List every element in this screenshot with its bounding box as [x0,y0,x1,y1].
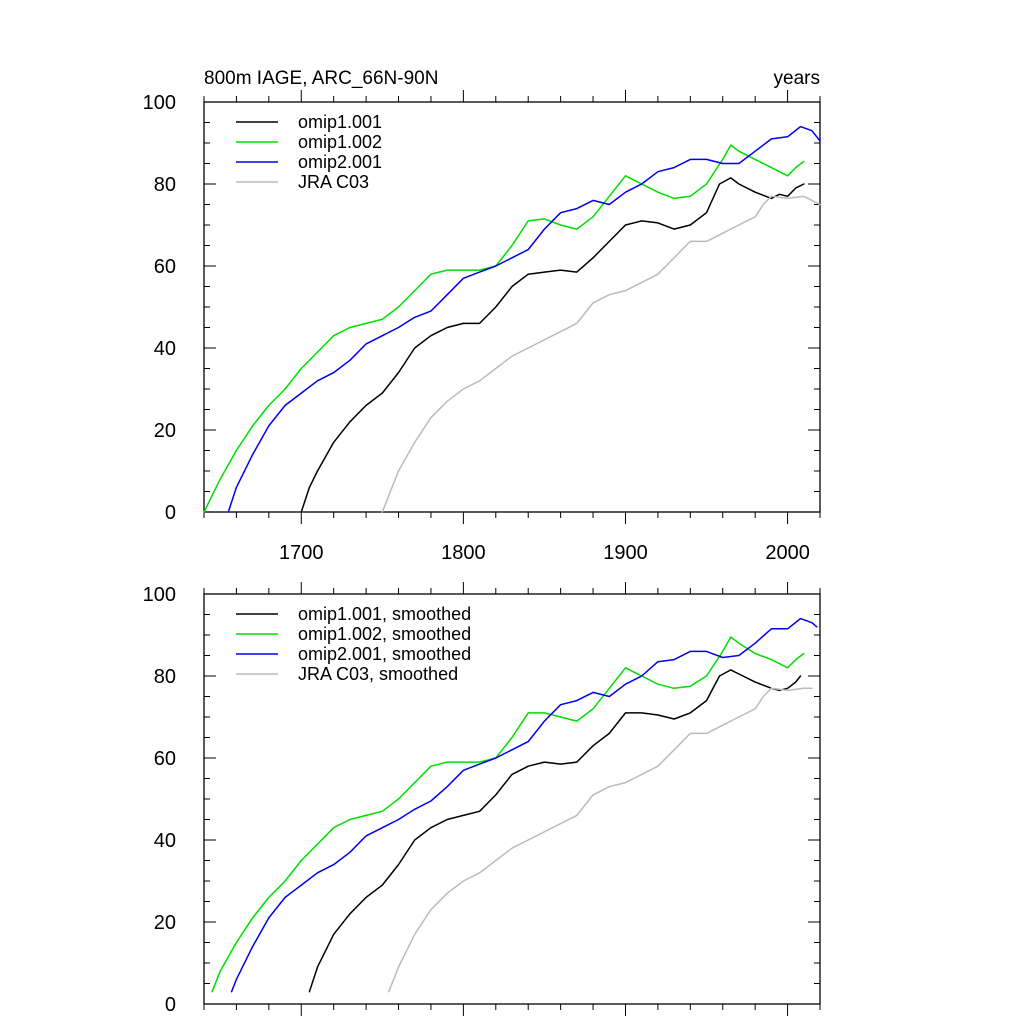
y-tick-label: 60 [154,256,176,278]
legend-label: JRA C03, smoothed [298,664,458,684]
series-line-3 [230,617,818,993]
legend-label: omip1.001, smoothed [298,604,471,624]
y-tick-label: 20 [154,420,176,442]
y-tick-label: 40 [154,338,176,360]
series-line-1 [300,177,805,513]
series-line-2 [211,636,805,993]
y-tick-label: 0 [165,502,176,524]
panel-title: 800m IAGE, ARC_66N-90N [204,68,438,89]
bottom-panel: 0 20 40 60 80 100 omip1.001, smoothedomip1.002… [143,582,821,1016]
legend-label: omip1.001 [298,112,382,132]
x-tick-label: 1700 [279,542,324,564]
legend-label: omip1.002, smoothed [298,624,471,644]
series-line-3 [227,125,821,513]
y-tick-label: 60 [154,748,176,770]
units-label: years [774,68,820,89]
y-tick-label: 0 [165,994,176,1016]
y-tick-label: 80 [154,174,176,196]
series-line-1 [308,669,802,993]
y-tick-label: 20 [154,912,176,934]
y-tick-label: 100 [143,584,176,606]
legend-label: JRA C03 [298,172,369,192]
series-line-4 [388,687,813,993]
y-tick-label: 100 [143,92,176,114]
x-tick-label: 1800 [441,542,486,564]
x-tick-label: 1900 [603,542,648,564]
plot-frame [203,593,821,1005]
legend-label: omip2.001 [298,152,382,172]
legend-label: omip2.001, smoothed [298,644,471,664]
top-panel: 800m IAGE, ARC_66N-90N years 0 20 40 60 80 10… [143,68,821,564]
y-tick-label: 40 [154,830,176,852]
series-line-4 [381,195,821,513]
y-tick-label: 80 [154,666,176,688]
series-line-2 [203,144,805,513]
legend-label: omip1.002 [298,132,382,152]
x-tick-label: 2000 [765,542,810,564]
